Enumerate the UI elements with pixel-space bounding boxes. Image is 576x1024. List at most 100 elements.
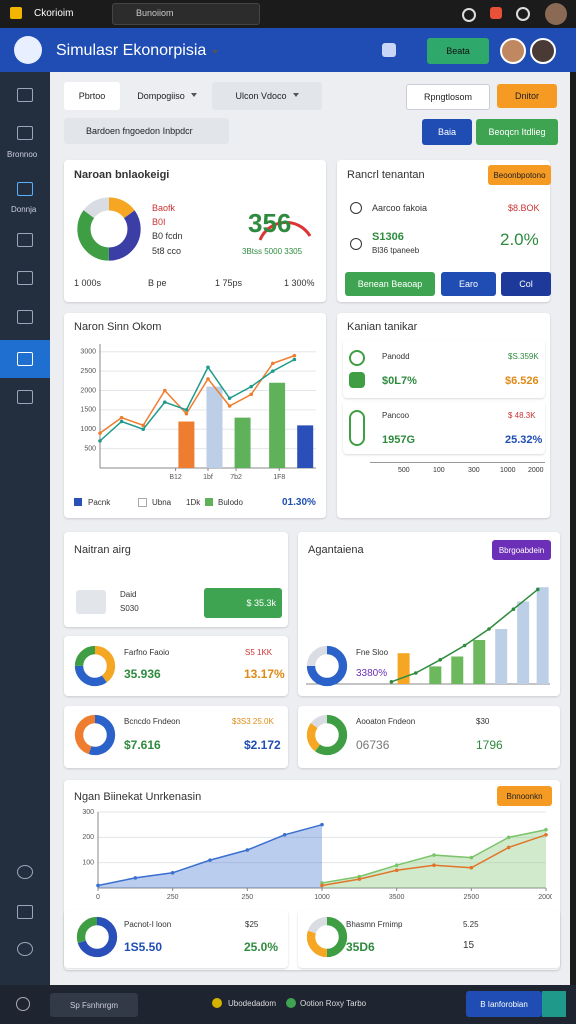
nav-icon[interactable] — [17, 942, 33, 956]
bar — [297, 425, 314, 468]
rate-value: $0L7% — [382, 375, 417, 387]
nav-icon[interactable] — [17, 310, 33, 324]
point — [469, 855, 474, 860]
search-field[interactable] — [64, 118, 229, 144]
nav-icon[interactable] — [17, 233, 33, 247]
nav-icon[interactable] — [17, 390, 33, 404]
icon — [350, 202, 362, 214]
point — [119, 419, 124, 424]
item-name: Daid — [120, 590, 137, 599]
point — [96, 883, 100, 888]
donut-segment — [306, 714, 348, 756]
legend-swatch — [205, 498, 213, 506]
legend-item: Baofk — [152, 203, 176, 213]
row-name: Bcncdo Fndeon — [124, 717, 181, 726]
point — [536, 587, 540, 592]
bar — [451, 656, 464, 684]
export-button[interactable]: Beoqcn Itdlieg — [476, 119, 558, 145]
point — [163, 388, 167, 393]
line — [99, 354, 295, 434]
point — [208, 858, 212, 862]
nav-label[interactable]: Donnja — [11, 205, 37, 214]
action-button[interactable]: Benean Beaoap — [345, 272, 435, 296]
status-search[interactable]: Sp Fsnhnrgm — [50, 993, 138, 1017]
status-button[interactable]: B Ianforobian — [466, 991, 542, 1017]
donut-segment — [77, 197, 141, 261]
icon[interactable] — [516, 7, 530, 21]
point — [141, 427, 145, 432]
card-button[interactable]: Bnnoonkn — [497, 786, 552, 806]
bar — [269, 382, 286, 468]
icon — [349, 372, 365, 388]
card-button[interactable]: Bbrgoabdein — [492, 540, 551, 560]
nav-icon[interactable] — [17, 126, 33, 140]
status-button-toggle[interactable] — [542, 991, 566, 1017]
row-tag: $3S3 25.0K — [232, 717, 274, 726]
stat-name: Bhasmn Frnimp — [346, 920, 403, 929]
row-change: 1796 — [476, 738, 503, 752]
nav-icon[interactable] — [17, 905, 33, 919]
status-item: Ootion Roxy Tarbo — [300, 999, 367, 1008]
donut-segment — [306, 714, 348, 756]
search-box[interactable] — [112, 3, 260, 25]
icon[interactable] — [462, 8, 476, 22]
donut — [74, 714, 116, 756]
action-button[interactable]: Earo — [441, 272, 496, 296]
x-tick-label: 1000 — [314, 894, 330, 901]
bar — [536, 587, 549, 684]
bar — [517, 601, 530, 684]
tab[interactable]: Pbrtoo — [64, 82, 120, 110]
logo — [14, 36, 42, 64]
point — [227, 396, 232, 401]
nav-icon[interactable] — [17, 352, 33, 366]
avatar[interactable] — [545, 3, 567, 25]
icon[interactable] — [382, 43, 396, 57]
area — [322, 829, 546, 888]
action-button[interactable]: Col — [501, 272, 551, 296]
nav-icon[interactable] — [17, 88, 33, 102]
point — [133, 876, 138, 880]
header-button[interactable]: Beata — [427, 38, 489, 64]
icon — [76, 590, 106, 614]
card-button[interactable]: Beoonbpotono — [488, 165, 551, 185]
avatar[interactable] — [500, 38, 526, 64]
line — [99, 358, 295, 442]
y-tick-label: 200 — [82, 834, 94, 841]
point — [394, 868, 399, 873]
point — [184, 408, 189, 412]
bar — [178, 421, 195, 468]
x-tick-label: 0 — [96, 894, 100, 901]
avatar[interactable] — [530, 38, 556, 64]
apply-button[interactable]: Baia — [422, 119, 472, 145]
point — [163, 400, 167, 404]
report-button[interactable]: Rpngtlosom — [406, 84, 490, 110]
donut — [306, 645, 348, 687]
nav-icon[interactable] — [17, 271, 33, 285]
nav-icon[interactable] — [17, 865, 33, 879]
icon[interactable] — [490, 7, 502, 19]
axis — [370, 462, 545, 463]
icon[interactable] — [16, 997, 30, 1011]
rate: 2.0% — [500, 230, 539, 249]
total: 01.30% — [282, 497, 316, 508]
footer-item: 1 300% — [284, 278, 315, 288]
icon — [349, 410, 365, 446]
sidebar-active — [0, 340, 50, 378]
nav-label[interactable]: Bronnoo — [7, 150, 38, 159]
header-title[interactable]: Simulasr Ekonorpisia — [56, 42, 218, 60]
edit-button[interactable]: Dnitor — [497, 84, 557, 108]
donut — [306, 916, 348, 958]
tab[interactable]: Dompogiiso — [124, 82, 210, 110]
point — [271, 369, 275, 373]
row-value: 06736 — [356, 738, 390, 752]
trend-chart: 500 1000 1500 2000 2500 3000 B12 1bf 7b2 1F8 — [80, 344, 316, 481]
edge — [570, 72, 576, 985]
stat-value: 3380% — [356, 668, 388, 679]
point — [394, 863, 399, 867]
x-tick-label: B12 — [169, 474, 182, 481]
donut — [76, 916, 118, 958]
point — [506, 845, 511, 850]
nav-icon[interactable] — [17, 182, 33, 196]
tab[interactable]: Ulcon Vdoco — [212, 82, 322, 110]
